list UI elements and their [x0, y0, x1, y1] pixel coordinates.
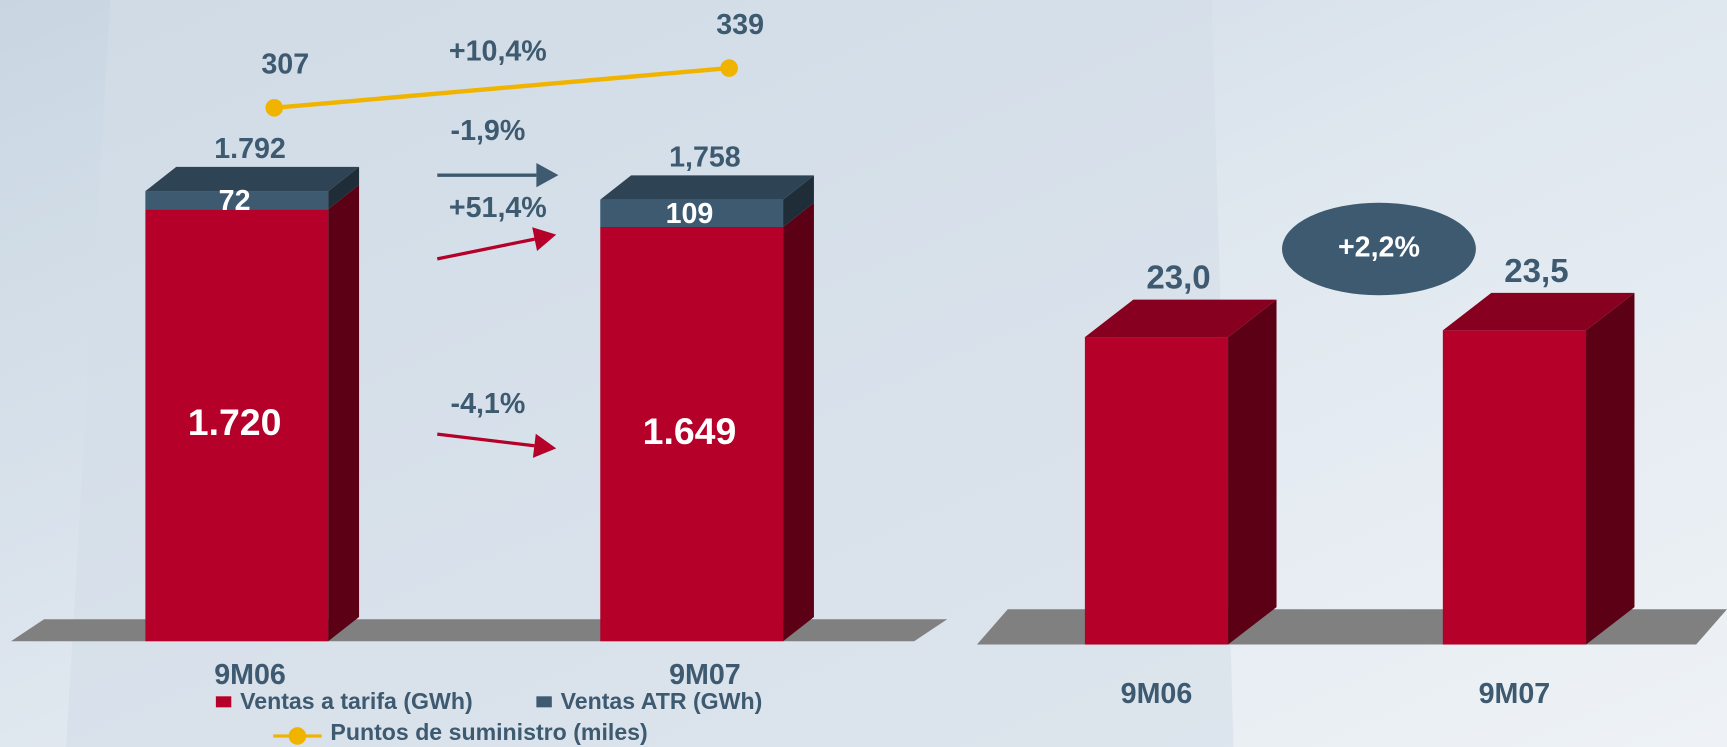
x-tick-label: 9M07 — [669, 659, 741, 691]
annotation: -4,1% — [451, 388, 526, 420]
bar-segment — [600, 226, 784, 642]
bar-side — [1228, 299, 1277, 645]
bar-segment — [600, 199, 784, 227]
bar-segment — [145, 191, 329, 210]
arrow-head — [536, 163, 559, 188]
total-label: 1.792 — [214, 133, 286, 165]
bar-top — [1084, 299, 1277, 338]
total-label: 1,758 — [669, 141, 741, 173]
arrow — [437, 432, 535, 448]
data-label: 72 — [219, 185, 251, 217]
bar — [1084, 337, 1229, 645]
line-marker — [265, 98, 284, 117]
annotation: -1,9% — [451, 115, 526, 147]
data-label: 23,0 — [1146, 260, 1210, 297]
data-label: 1.649 — [643, 410, 737, 452]
legend-marker — [288, 727, 307, 745]
bar-top — [1442, 292, 1635, 331]
bar-segment-side — [328, 184, 360, 642]
arrow — [436, 237, 535, 261]
annotation: +2,2% — [1338, 232, 1420, 264]
line-marker — [720, 59, 738, 77]
x-tick-label: 9M06 — [1121, 678, 1193, 710]
bar-segment-side — [328, 166, 360, 210]
bar — [1442, 330, 1587, 645]
legend-swatch — [215, 696, 232, 708]
arrow-head — [532, 227, 557, 251]
bar-segment-top — [600, 175, 814, 200]
data-label: 109 — [666, 198, 714, 230]
legend-label: Puntos de suministro (miles) — [330, 719, 647, 745]
point-label: 339 — [716, 9, 764, 41]
line — [274, 65, 730, 111]
annotation: +51,4% — [449, 192, 547, 224]
legend-swatch — [536, 696, 552, 708]
bar-segment-top — [145, 166, 360, 192]
point-label: 307 — [261, 49, 309, 81]
x-tick-label: 9M07 — [1479, 678, 1551, 710]
bar-segment-side — [783, 175, 814, 227]
charts: 1.720 72 1.792 9M06 1.649 109 1,758 9M07 307 339 +… — [145, 9, 1635, 745]
annotation-bubble — [1282, 202, 1476, 296]
legend-label: Ventas ATR (GWh) — [561, 688, 763, 714]
arrow-head — [532, 433, 557, 458]
data-label: 1.720 — [188, 401, 282, 443]
bar-side — [1586, 292, 1635, 645]
annotation: +10,4% — [449, 35, 547, 67]
data-label: 23,5 — [1504, 253, 1568, 290]
bar-segment — [145, 209, 329, 642]
bar-segment-side — [783, 202, 814, 642]
legend-label: Ventas a tarifa (GWh) — [240, 688, 473, 714]
x-tick-label: 9M06 — [214, 659, 286, 691]
